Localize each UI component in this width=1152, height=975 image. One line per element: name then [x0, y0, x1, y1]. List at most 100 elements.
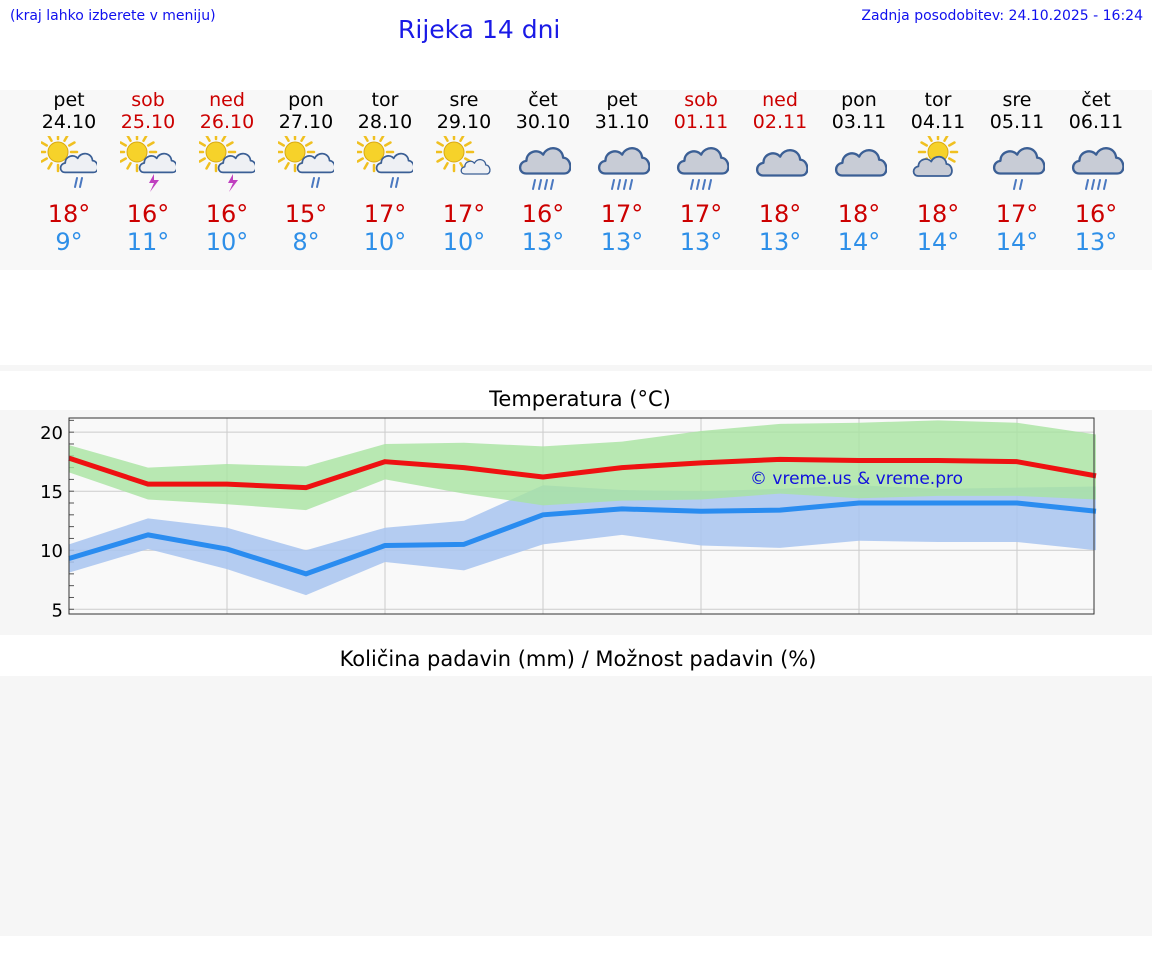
temperature-plot-frame — [68, 417, 1095, 615]
temperature-y-tick-label: 15 — [40, 482, 63, 503]
cloud-rain-icon — [518, 147, 571, 190]
min-temperature: 13° — [758, 228, 802, 256]
max-temperature: 17° — [600, 200, 644, 228]
cloud-rain-icon — [676, 147, 729, 190]
day-name: tor — [371, 89, 399, 111]
temperature-chart-title: Temperatura (°C) — [489, 387, 671, 411]
day-date: 06.11 — [1068, 111, 1124, 133]
forecast-day: pet 31.10 17° 13° — [582, 90, 662, 260]
max-temperature-range-band — [69, 420, 1096, 511]
max-temperature: 17° — [442, 200, 486, 228]
daily-forecast-strip: pet 24.10 18° 9° sob 25.10 16° 11° ned 26.10 16… — [0, 90, 1152, 270]
forecast-day: tor 28.10 17° 10° — [345, 90, 425, 260]
max-temperature: 17° — [995, 200, 1039, 228]
day-name: sre — [449, 89, 479, 111]
max-temperature: 17° — [363, 200, 407, 228]
day-name: pon — [288, 89, 324, 111]
page-title: Rijeka 14 dni — [398, 15, 561, 44]
sun-cloud-drizzle-icon — [278, 136, 334, 188]
day-name: sre — [1002, 89, 1032, 111]
max-temperature: 18° — [758, 200, 802, 228]
temperature-y-tick-label: 5 — [52, 600, 63, 621]
min-temperature: 9° — [55, 228, 83, 256]
cloud-icon — [755, 149, 808, 177]
cloud-rain-icon — [1071, 147, 1124, 190]
precipitation-chart-title: Količina padavin (mm) / Možnost padavin … — [339, 647, 817, 671]
sun-cloud-drizzle-icon — [357, 136, 413, 188]
min-temperature: 10° — [363, 228, 407, 256]
min-temperature: 10° — [442, 228, 486, 256]
sun-small-cloud-icon — [436, 136, 491, 175]
day-name: pet — [53, 89, 85, 111]
forecast-day: sob 25.10 16° 11° — [108, 90, 188, 260]
min-temperature-line — [68, 500, 1097, 577]
forecast-day: čet 06.11 16° 13° — [1056, 90, 1136, 260]
day-date: 30.10 — [515, 111, 571, 133]
day-date: 26.10 — [199, 111, 255, 133]
max-temperature: 18° — [837, 200, 881, 228]
day-date: 25.10 — [120, 111, 176, 133]
day-date: 27.10 — [278, 111, 334, 133]
max-temperature: 16° — [205, 200, 249, 228]
forecast-day: sre 05.11 17° 14° — [977, 90, 1057, 260]
max-temperature-line — [68, 455, 1097, 491]
min-temperature: 14° — [995, 228, 1039, 256]
day-date: 01.11 — [673, 111, 729, 133]
min-temperature: 8° — [292, 228, 320, 256]
day-name: ned — [762, 89, 798, 111]
day-date: 03.11 — [831, 111, 887, 133]
forecast-day: sob 01.11 17° 13° — [661, 90, 741, 260]
max-temperature: 18° — [47, 200, 91, 228]
min-temperature: 10° — [205, 228, 249, 256]
forecast-day: tor 04.11 18° 14° — [898, 90, 978, 260]
max-temperature: 17° — [679, 200, 723, 228]
max-temperature: 16° — [126, 200, 170, 228]
day-date: 04.11 — [910, 111, 966, 133]
min-temperature: 13° — [521, 228, 565, 256]
day-name: tor — [924, 89, 952, 111]
forecast-day: ned 02.11 18° 13° — [740, 90, 820, 260]
sun-cloud-icon — [912, 136, 959, 177]
sun-cloud-lightning-icon — [199, 136, 255, 192]
day-name: čet — [528, 89, 558, 111]
day-name: čet — [1081, 89, 1111, 111]
cloud-drizzle-icon — [992, 147, 1045, 190]
day-date: 29.10 — [436, 111, 492, 133]
day-name: sob — [684, 89, 718, 111]
section-divider — [0, 365, 1152, 371]
max-temperature: 16° — [521, 200, 565, 228]
min-temperature: 14° — [916, 228, 960, 256]
precipitation-panel — [0, 676, 1152, 936]
day-name: sob — [131, 89, 165, 111]
day-date: 24.10 — [41, 111, 97, 133]
min-temperature: 13° — [1074, 228, 1118, 256]
day-date: 02.11 — [752, 111, 808, 133]
watermark-text: © vreme.us & vreme.pro — [750, 469, 963, 489]
day-date: 31.10 — [594, 111, 650, 133]
min-temperature: 14° — [837, 228, 881, 256]
forecast-day: pon 27.10 15° 8° — [266, 90, 346, 260]
min-temperature: 13° — [679, 228, 723, 256]
temperature-y-tick-label: 10 — [40, 541, 63, 562]
temperature-y-tick-label: 20 — [40, 423, 63, 444]
forecast-day: pon 03.11 18° 14° — [819, 90, 899, 260]
cloud-icon — [834, 149, 887, 177]
forecast-day: ned 26.10 16° 10° — [187, 90, 267, 260]
day-date: 05.11 — [989, 111, 1045, 133]
max-temperature: 18° — [916, 200, 960, 228]
max-temperature: 15° — [284, 200, 328, 228]
forecast-day: pet 24.10 18° 9° — [29, 90, 109, 260]
cloud-rain-icon — [597, 147, 650, 190]
forecast-day: sre 29.10 17° 10° — [424, 90, 504, 260]
day-date: 28.10 — [357, 111, 413, 133]
day-name: pet — [606, 89, 638, 111]
day-name: pon — [841, 89, 877, 111]
max-temperature: 16° — [1074, 200, 1118, 228]
min-temperature: 13° — [600, 228, 644, 256]
min-temperature: 11° — [126, 228, 170, 256]
sun-cloud-drizzle-icon — [41, 136, 97, 188]
day-name: ned — [209, 89, 245, 111]
forecast-day: čet 30.10 16° 13° — [503, 90, 583, 260]
last-update: Zadnja posodobitev: 24.10.2025 - 16:24 — [861, 8, 1143, 24]
region-menu-hint[interactable]: (kraj lahko izberete v meniju) — [10, 8, 216, 24]
